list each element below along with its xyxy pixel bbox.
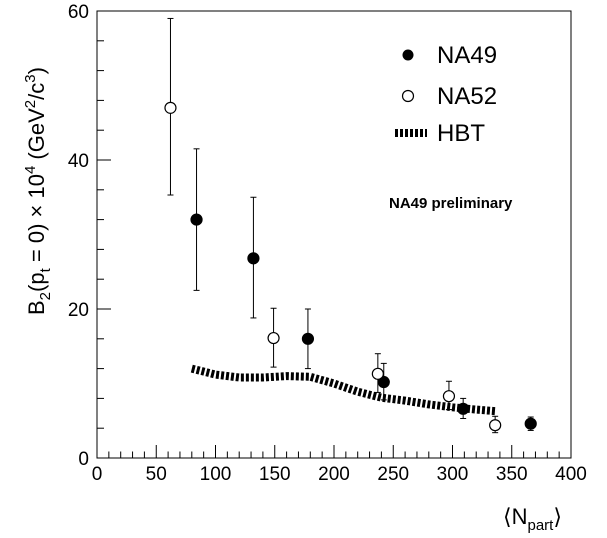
na49-point (524, 417, 537, 430)
legend: NA49 NA52 HBT (395, 42, 497, 147)
y-tick-label: 60 (68, 2, 89, 23)
x-tick-label: 250 (377, 464, 409, 485)
x-tick-label: 350 (496, 464, 528, 485)
na52-point (489, 419, 502, 432)
x-tick-label: 150 (259, 464, 291, 485)
x-tick-label: 200 (318, 464, 350, 485)
legend-marker-na49 (402, 49, 414, 61)
annotation-na49-preliminary: NA49 preliminary (389, 195, 513, 212)
legend-label-hbt: HBT (437, 120, 485, 147)
x-tick-label: 50 (146, 464, 167, 485)
legend-label-na52: NA52 (437, 83, 497, 110)
na49-point (301, 332, 315, 345)
plot-area (164, 17, 537, 434)
y-tick-label: 40 (68, 151, 89, 172)
x-axis-title: ⟨Npart⟩ (503, 504, 562, 534)
plot-frame (96, 10, 572, 459)
x-tick-label: 100 (200, 464, 232, 485)
y-tick-label: 0 (78, 449, 89, 470)
legend-marker-na52 (401, 89, 415, 103)
y-tick-label: 20 (68, 300, 89, 321)
y-axis-title: B2(pt = 0) × 104 (GeV2/c3) (22, 67, 54, 315)
na52-point (267, 331, 280, 345)
na52-point (164, 101, 177, 114)
na52-point (442, 390, 456, 403)
na49-point (247, 252, 260, 265)
legend-label-na49: NA49 (437, 42, 497, 69)
axes: 0 50 100 150 200 250 300 350 400 0 20 40 60 (68, 2, 587, 485)
hbt-curve (190, 364, 496, 416)
na49-point (190, 213, 203, 226)
x-tick-label: 400 (555, 464, 587, 485)
na52-point (371, 367, 384, 380)
x-tick-label: 0 (92, 464, 103, 485)
na49-point (457, 402, 470, 415)
x-tick-label: 300 (437, 464, 469, 485)
